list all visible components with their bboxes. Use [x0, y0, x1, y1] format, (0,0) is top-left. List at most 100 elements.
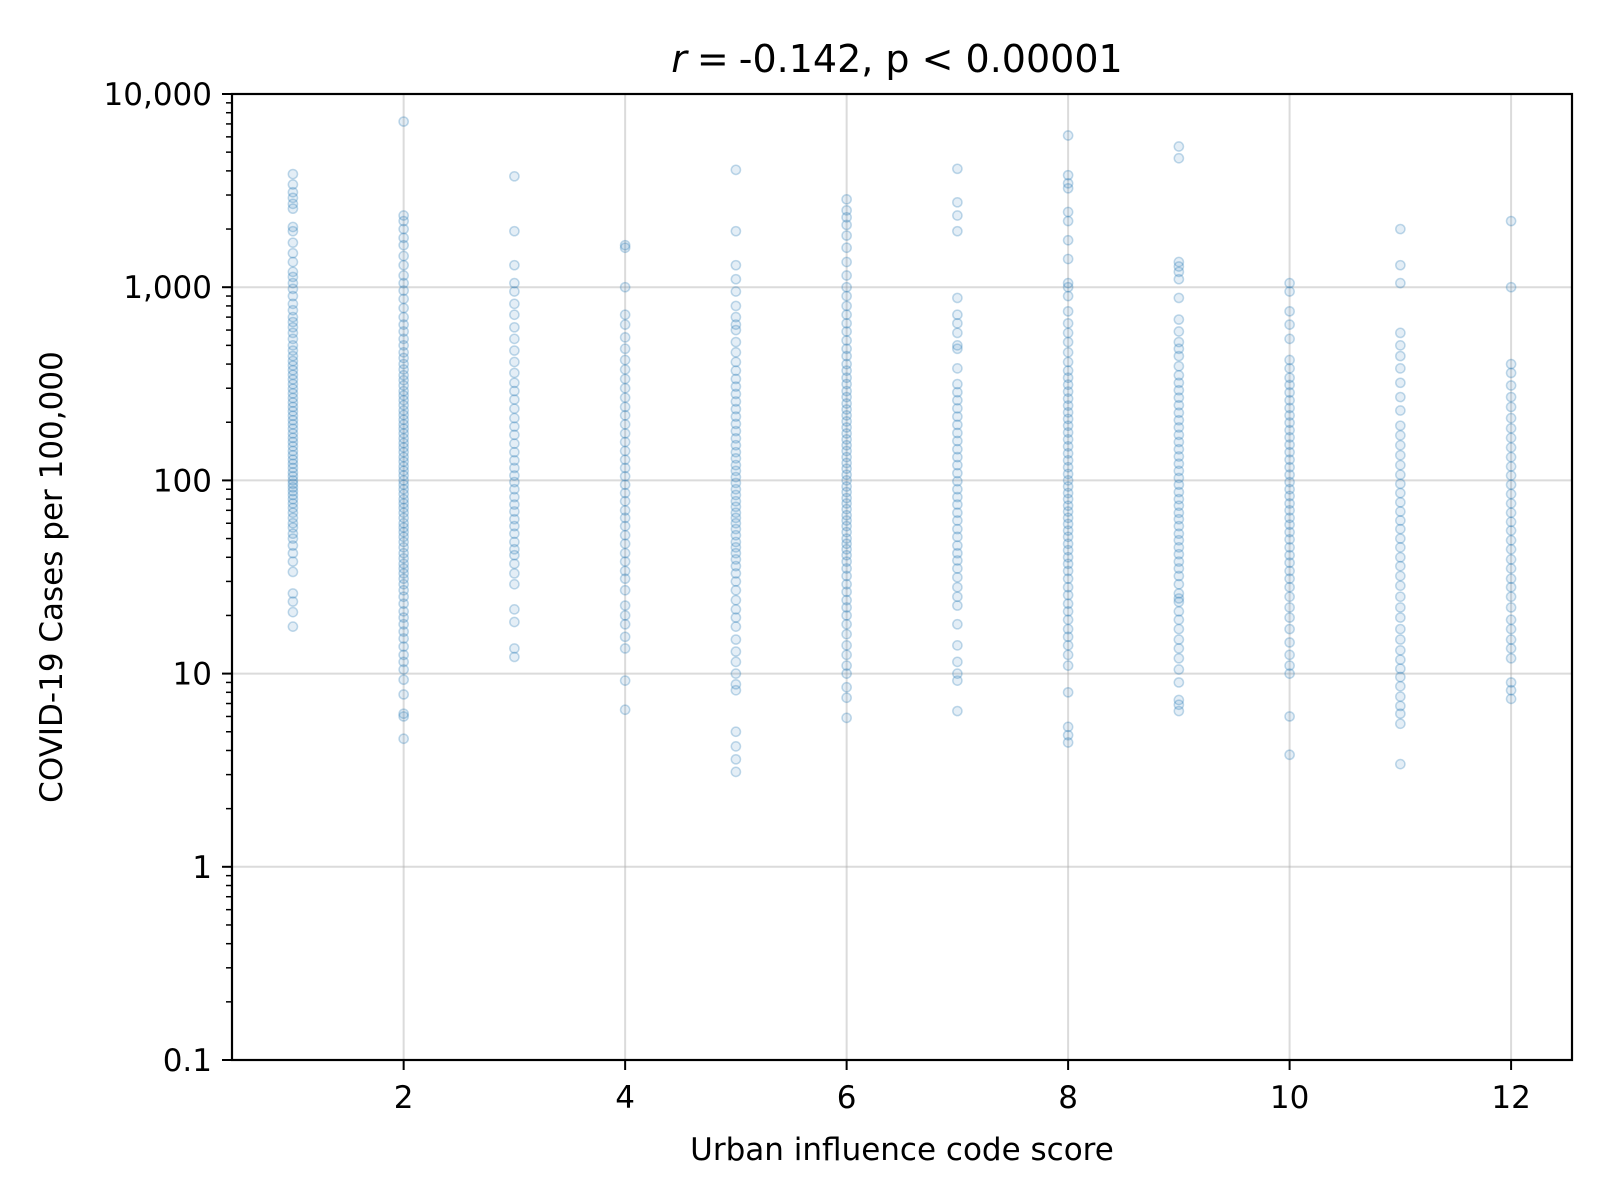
data-point [1062, 493, 1074, 505]
data-point [1173, 664, 1185, 675]
data-point [841, 649, 852, 661]
data-point [1173, 593, 1185, 604]
data-point [730, 381, 742, 392]
data-point [952, 363, 963, 374]
data-point [1173, 548, 1185, 560]
data-point [619, 392, 631, 404]
x-tick-label: 2 [394, 1080, 414, 1116]
data-point [287, 410, 299, 422]
data-point [619, 618, 631, 630]
data-point [619, 332, 631, 343]
data-point [1173, 588, 1185, 599]
data-point [509, 543, 520, 555]
data-point [1062, 215, 1074, 227]
data-point [1062, 721, 1074, 733]
data-point [1505, 652, 1517, 664]
data-point [841, 586, 852, 598]
data-point [1062, 737, 1074, 748]
data-point [1062, 347, 1074, 358]
data-point [1062, 182, 1074, 194]
data-point [1505, 581, 1517, 593]
data-point [1062, 660, 1074, 671]
data-point [730, 495, 742, 507]
data-point [841, 439, 852, 451]
data-point [287, 596, 299, 607]
data-point [1394, 439, 1406, 451]
data-point [287, 441, 299, 452]
data-point [841, 204, 852, 216]
data-point [1505, 412, 1517, 424]
data-point [1394, 758, 1406, 770]
data-point [398, 419, 410, 430]
data-point [509, 170, 520, 182]
data-point [952, 675, 963, 686]
data-point [509, 651, 520, 663]
data-point [1394, 478, 1406, 490]
data-point [952, 600, 963, 611]
data-point [398, 326, 410, 337]
data-point [287, 350, 299, 362]
data-point [1284, 432, 1295, 443]
data-point [509, 476, 520, 488]
data-point [1284, 363, 1295, 374]
data-point [619, 529, 631, 541]
data-point [619, 556, 631, 567]
data-point [841, 365, 852, 376]
data-point [1284, 649, 1295, 661]
data-point [1394, 533, 1406, 544]
data-point [952, 618, 963, 630]
data-point [398, 232, 410, 244]
data-point [619, 319, 631, 330]
data-point [1284, 549, 1295, 561]
data-point [1394, 691, 1406, 702]
data-point [1505, 442, 1517, 453]
data-point [509, 643, 520, 654]
data-point [952, 210, 963, 221]
data-point [841, 526, 852, 538]
data-point [1505, 281, 1517, 293]
data-point [509, 367, 520, 379]
data-point [398, 584, 410, 596]
data-point [619, 410, 631, 421]
data-point [619, 538, 631, 550]
data-point [730, 547, 742, 559]
data-point [1284, 623, 1295, 635]
data-point [841, 398, 852, 409]
data-point [398, 215, 410, 227]
data-point [287, 606, 299, 618]
data-point [1062, 500, 1074, 512]
y-axis-label: COVID-19 Cases per 100,000 [34, 351, 70, 803]
data-point [1173, 343, 1185, 355]
data-point [730, 523, 742, 535]
data-point [1173, 369, 1185, 381]
data-point [1062, 441, 1074, 452]
data-point [841, 457, 852, 469]
data-point [1062, 379, 1074, 391]
data-point [1173, 563, 1185, 574]
data-point [1062, 407, 1074, 418]
data-point [730, 560, 742, 572]
data-point [398, 302, 410, 314]
data-point [619, 584, 631, 596]
data-point [730, 300, 742, 312]
data-point [287, 401, 299, 413]
data-point [952, 540, 963, 551]
data-point [1284, 749, 1295, 761]
chart-title: r = -0.142, p < 0.00001 [671, 37, 1122, 81]
data-point [398, 711, 410, 722]
data-point [1062, 281, 1074, 293]
data-point [287, 547, 299, 559]
data-point [1394, 634, 1406, 645]
x-tick-label: 10 [1270, 1080, 1309, 1116]
data-point [619, 281, 631, 293]
data-point [1284, 498, 1295, 509]
data-point [1394, 350, 1406, 362]
data-point [1062, 427, 1074, 438]
data-points [287, 116, 1517, 778]
data-point [509, 394, 520, 405]
data-point [1173, 377, 1185, 389]
data-point [841, 520, 852, 532]
data-point [287, 355, 299, 367]
data-point [1394, 612, 1406, 623]
data-point [287, 498, 299, 509]
